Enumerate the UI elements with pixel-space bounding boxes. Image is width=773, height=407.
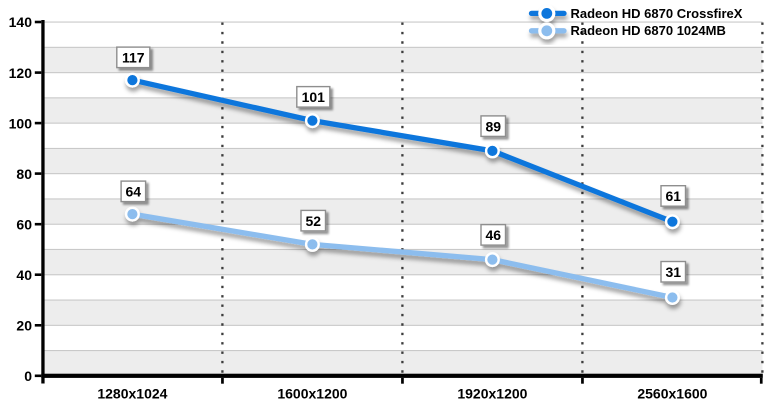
svg-text:1920x1200: 1920x1200: [457, 385, 527, 401]
svg-text:101: 101: [302, 89, 326, 105]
svg-text:Radeon HD 6870 1024MB: Radeon HD 6870 1024MB: [571, 23, 726, 38]
svg-text:52: 52: [306, 213, 322, 229]
svg-text:89: 89: [486, 118, 502, 134]
svg-text:80: 80: [16, 166, 32, 182]
svg-text:117: 117: [122, 50, 145, 66]
svg-text:0: 0: [24, 368, 32, 384]
svg-text:Radeon HD 6870 CrossfireX: Radeon HD 6870 CrossfireX: [571, 6, 743, 21]
svg-text:40: 40: [16, 267, 32, 283]
svg-text:100: 100: [9, 115, 33, 131]
svg-text:1600x1200: 1600x1200: [277, 385, 347, 401]
svg-text:31: 31: [666, 264, 682, 280]
svg-text:1280x1024: 1280x1024: [97, 385, 167, 401]
svg-text:46: 46: [486, 227, 502, 243]
svg-text:140: 140: [9, 14, 33, 30]
svg-text:60: 60: [16, 216, 32, 232]
svg-text:61: 61: [666, 188, 682, 204]
svg-text:120: 120: [9, 65, 33, 81]
svg-text:20: 20: [16, 318, 32, 334]
svg-text:64: 64: [126, 184, 142, 200]
svg-text:2560x1600: 2560x1600: [637, 385, 707, 401]
